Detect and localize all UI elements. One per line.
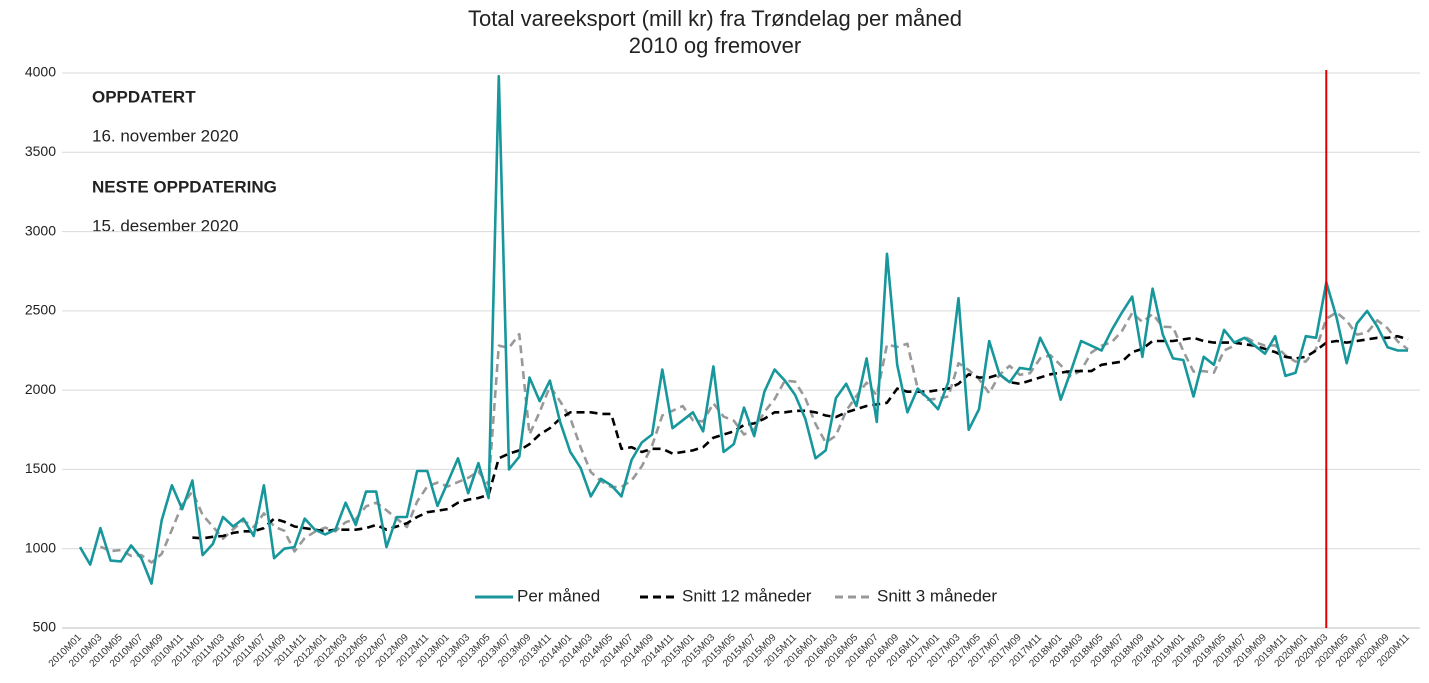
y-tick-label: 3500 xyxy=(25,143,56,159)
y-tick-label: 1500 xyxy=(25,460,56,476)
y-tick-label: 1000 xyxy=(25,539,56,555)
info-date: 15. desember 2020 xyxy=(92,216,239,235)
legend-label: Snitt 12 måneder xyxy=(682,586,812,605)
line-series xyxy=(78,74,1408,585)
y-tick-label: 2500 xyxy=(25,302,56,318)
y-tick-label: 3000 xyxy=(25,222,56,238)
info-label: NESTE OPPDATERING xyxy=(92,177,277,196)
chart-title: Total vareeksport (mill kr) fra Trøndela… xyxy=(468,6,962,31)
line-series xyxy=(192,334,1409,540)
info-label: OPPDATERT xyxy=(92,87,196,106)
y-tick-label: 500 xyxy=(33,619,57,635)
grid xyxy=(62,72,1420,629)
legend-label: Per måned xyxy=(517,586,600,605)
y-tick-label: 4000 xyxy=(25,64,56,80)
line-series xyxy=(99,311,1409,564)
info-date: 16. november 2020 xyxy=(92,126,239,145)
legend-label: Snitt 3 måneder xyxy=(877,586,997,605)
y-tick-label: 2000 xyxy=(25,381,56,397)
chart-subtitle: 2010 og fremover xyxy=(629,33,801,58)
